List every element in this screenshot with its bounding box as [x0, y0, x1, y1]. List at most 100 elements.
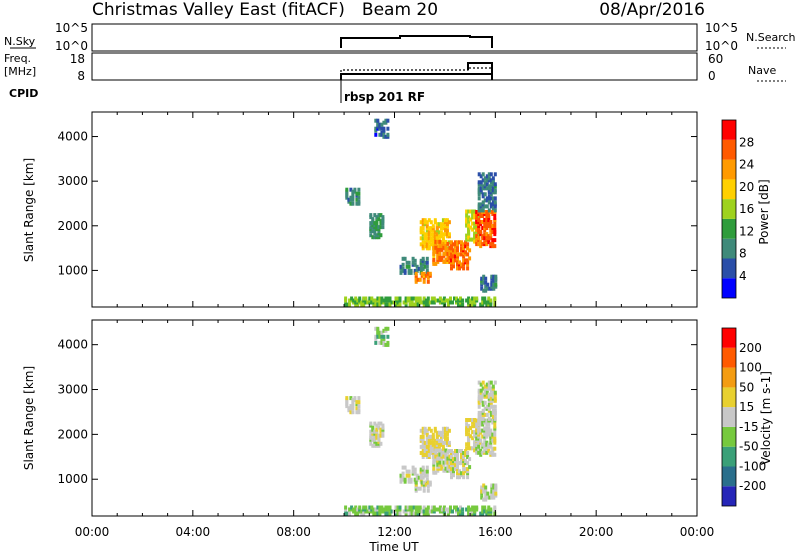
data-cell: [480, 495, 484, 500]
data-cell: [403, 256, 407, 261]
data-cell: [436, 239, 440, 244]
cpid-label: CPID: [9, 87, 38, 100]
data-cell: [373, 231, 377, 236]
data-cell: [437, 222, 441, 227]
data-cell: [394, 505, 398, 510]
data-cell: [469, 426, 473, 431]
data-cell: [425, 260, 429, 265]
data-cell: [462, 475, 466, 480]
data-cell: [375, 441, 379, 446]
data-cell: [471, 418, 475, 422]
data-cell: [423, 473, 427, 478]
colorbar-segment: [722, 278, 736, 298]
data-cell: [372, 298, 376, 303]
data-cell: [404, 296, 408, 301]
data-cell: [379, 233, 383, 238]
data-cell: [444, 243, 448, 248]
data-cell: [483, 198, 487, 203]
data-cell: [445, 228, 449, 233]
data-cell: [487, 380, 491, 385]
data-cell: [409, 268, 413, 273]
data-cell: [426, 505, 430, 510]
data-cell: [494, 487, 498, 492]
data-cell: [452, 264, 455, 269]
data-cell: [462, 467, 466, 472]
data-cell: [464, 244, 468, 249]
data-cell: [475, 210, 479, 214]
data-cell: [460, 262, 463, 267]
data-cell: [369, 421, 373, 426]
data-cell: [491, 438, 495, 443]
data-cell: [491, 176, 495, 181]
data-cell: [473, 440, 477, 445]
data-cell: [419, 428, 423, 433]
data-cell: [380, 330, 384, 335]
data-cell: [399, 270, 403, 275]
data-cell: [460, 455, 463, 459]
data-cell: [350, 296, 354, 301]
data-cell: [479, 240, 483, 245]
data-cell: [379, 225, 383, 230]
data-cell: [462, 471, 466, 476]
data-cell: [413, 268, 417, 273]
data-cell: [467, 428, 471, 433]
data-cell: [346, 302, 350, 307]
data-cell: [403, 465, 407, 470]
data-cell: [405, 264, 409, 269]
data-cell: [479, 302, 483, 307]
data-cell: [386, 326, 390, 331]
data-cell: [465, 233, 469, 238]
y-tick-label: 2000: [57, 219, 88, 233]
data-cell: [482, 274, 486, 279]
data-cell: [473, 239, 477, 244]
beam-label: Beam 20: [362, 0, 438, 20]
data-cell: [372, 507, 376, 512]
data-cell: [407, 260, 411, 265]
data-cell: [419, 451, 423, 455]
data-cell: [384, 342, 388, 347]
data-cell: [462, 457, 466, 462]
data-cell: [450, 461, 453, 466]
data-cell: [484, 284, 488, 289]
data-cell: [477, 450, 481, 455]
data-cell: [407, 469, 411, 474]
data-cell: [423, 426, 427, 431]
data-cell: [473, 422, 477, 427]
data-cell: [452, 252, 455, 257]
data-cell: [487, 384, 491, 389]
data-cell: [485, 404, 489, 409]
data-cell: [436, 456, 440, 461]
data-cell: [481, 450, 485, 455]
data-cell: [477, 394, 481, 399]
data-cell: [423, 449, 427, 453]
data-cell: [491, 238, 495, 243]
colorbar-segment: [722, 139, 736, 160]
data-cell: [380, 300, 384, 305]
data-cell: [466, 455, 470, 459]
data-cell: [425, 228, 429, 233]
data-cell: [375, 435, 379, 440]
data-cell: [485, 511, 489, 516]
data-cell: [481, 234, 485, 239]
data-cell: [362, 511, 366, 516]
data-cell: [358, 296, 362, 301]
data-cell: [404, 302, 408, 307]
nsky-label: N.Sky: [4, 35, 36, 48]
data-cell: [427, 218, 431, 223]
data-cell: [344, 511, 348, 516]
data-cell: [469, 209, 473, 214]
data-cell: [398, 505, 402, 510]
colorbar-segment: [722, 238, 736, 259]
data-cell: [348, 511, 352, 516]
power-ylabel: Slant Range [km]: [22, 158, 36, 262]
data-cell: [417, 475, 421, 480]
data-cell: [454, 467, 457, 472]
data-cell: [415, 477, 419, 482]
data-cell: [373, 435, 377, 440]
data-cell: [448, 245, 452, 250]
data-cell: [374, 334, 378, 339]
data-cell: [422, 296, 426, 301]
data-cell: [377, 435, 381, 440]
data-cell: [481, 416, 485, 421]
data-cell: [437, 438, 441, 443]
